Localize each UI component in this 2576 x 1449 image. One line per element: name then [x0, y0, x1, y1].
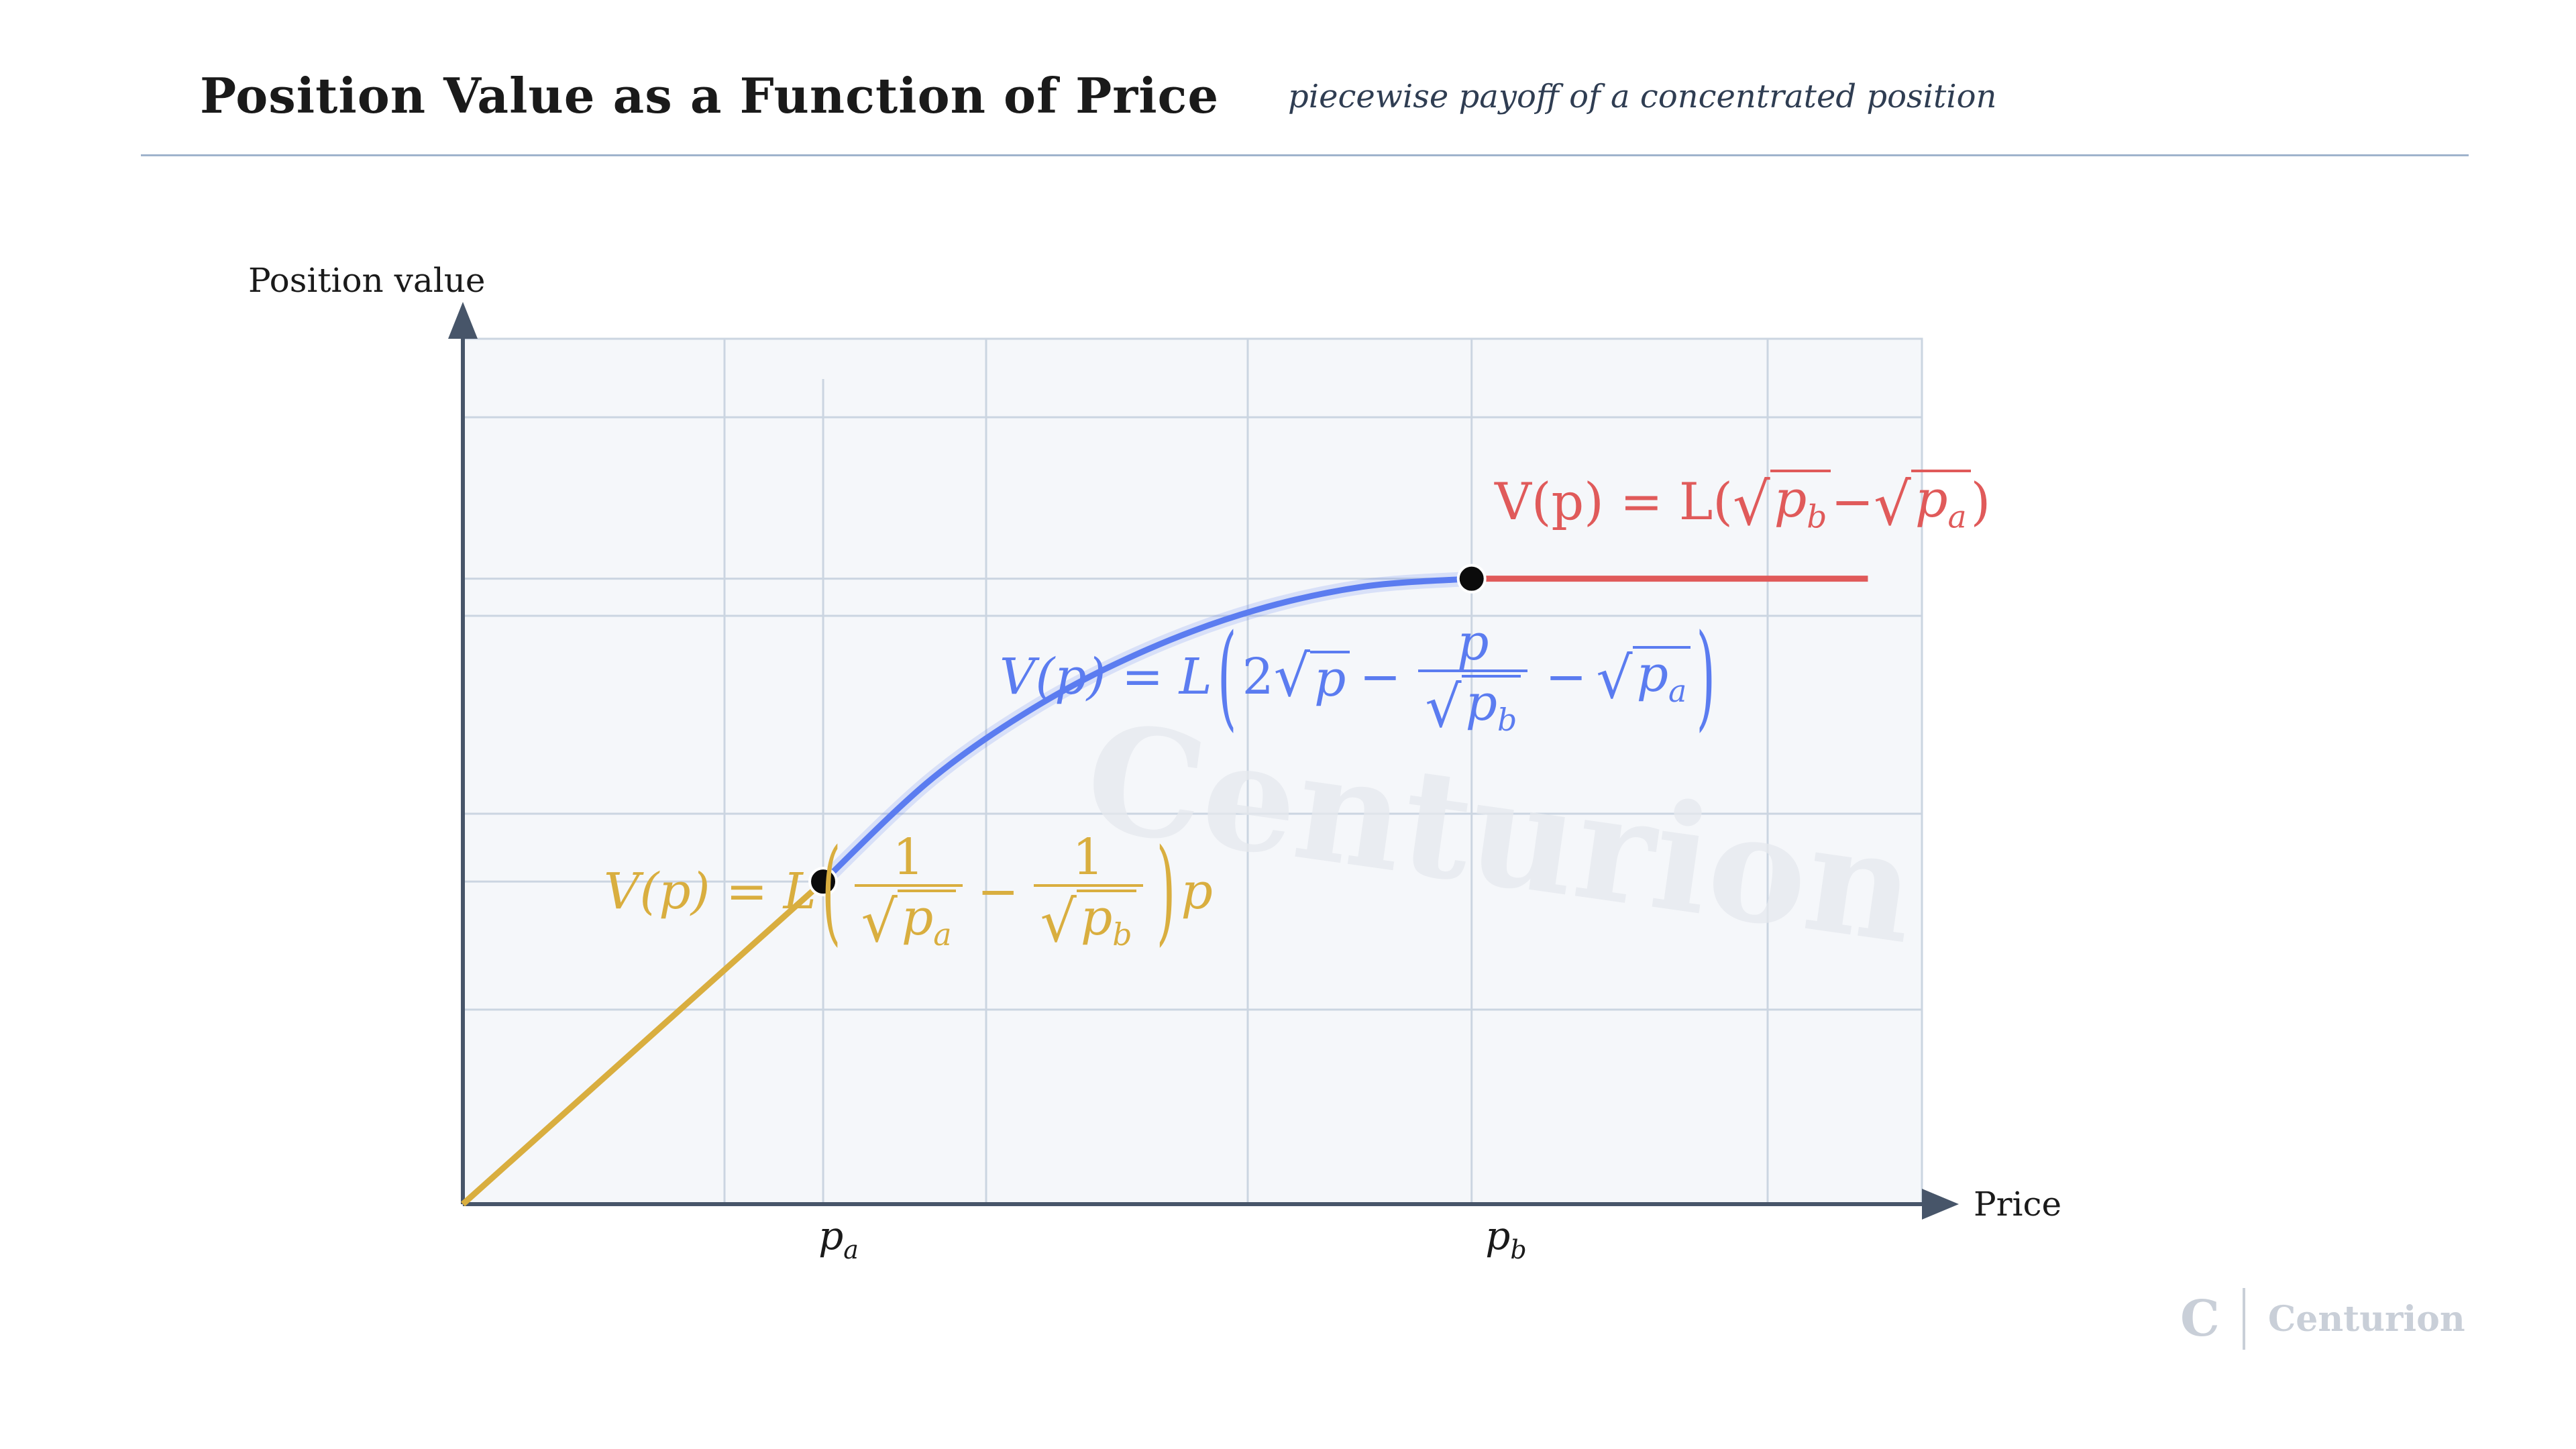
formula-linear: V(p) = L ( 1 √ pa − 1 √ pb ) p: [604, 824, 1213, 958]
sqrt-pa: √ pa: [1596, 646, 1691, 707]
brand-logo: C Centurion: [2180, 1288, 2465, 1350]
logo-wordmark: Centurion: [2267, 1298, 2465, 1340]
kink-point-pb: [1456, 564, 1487, 594]
x-axis-label: Price: [1974, 1185, 2061, 1224]
page-subtitle: piecewise payoff of a concentrated posit…: [1288, 78, 1997, 115]
tick-label-pa: pa: [818, 1213, 859, 1265]
page-title: Position Value as a Function of Price: [200, 67, 1220, 124]
series-left-line: [460, 879, 826, 1207]
series-layer: [460, 571, 1868, 1207]
formula-curve: V(p) = L ( 2 √ p − p √ pb − √ pa ): [1000, 610, 1716, 743]
logo-divider: [2242, 1288, 2245, 1350]
y-axis-label: Position value: [248, 261, 486, 300]
y-axis-arrow: [448, 302, 478, 339]
fraction-one-over-sqrt-pa: 1 √ pa: [854, 831, 963, 951]
header-divider: [141, 154, 2469, 156]
formula-curve-lhs: V(p) = L: [1000, 647, 1212, 706]
formula-flat: V(p) = L( √ pb − √ pa ): [1495, 469, 1991, 539]
tick-label-pb: pb: [1485, 1213, 1526, 1265]
sqrt-pa: √ pa: [1874, 470, 1971, 534]
series-middle-line: [820, 576, 1472, 884]
fraction-one-over-sqrt-pb: 1 √ pb: [1033, 831, 1143, 951]
sqrt-pb: √ pb: [1733, 470, 1831, 534]
formula-linear-lhs: V(p) = L: [604, 862, 816, 920]
kink-point-pa: [808, 867, 839, 897]
formula-flat-lhs: V(p) = L(: [1495, 472, 1733, 532]
plot-area: [462, 337, 1923, 1205]
point-layer: [808, 564, 1487, 897]
x-axis-arrow: [1922, 1189, 1959, 1220]
logo-mark: C: [2180, 1290, 2220, 1348]
sqrt-p: √ p: [1274, 648, 1350, 705]
fraction-p-over-sqrt-pb: p √ pb: [1418, 616, 1528, 736]
gridlines: [463, 339, 1922, 1204]
